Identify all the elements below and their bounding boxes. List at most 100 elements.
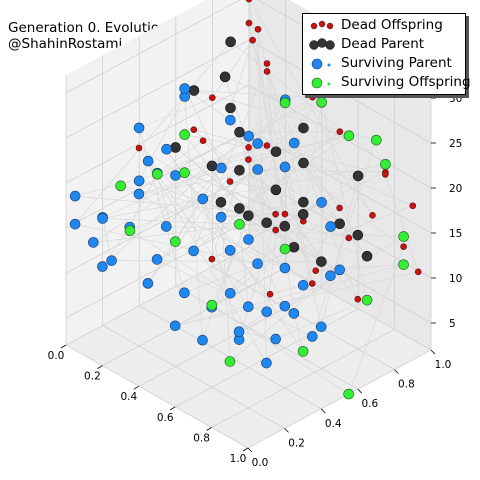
connector-line bbox=[75, 223, 258, 265]
point-surviving-parent bbox=[325, 221, 336, 232]
connector-line bbox=[239, 170, 317, 271]
legend-label: Dead Parent bbox=[341, 36, 425, 52]
x-tick-mark bbox=[169, 406, 176, 411]
point-dead-parent bbox=[279, 220, 291, 232]
x-tick-mark bbox=[97, 365, 103, 369]
point-surviving-offspring bbox=[380, 159, 391, 170]
connector-line bbox=[193, 63, 268, 252]
connector-line bbox=[184, 134, 286, 269]
point-surviving-parent bbox=[133, 188, 145, 200]
x-tick-mark bbox=[242, 447, 249, 452]
point-surviving-parent bbox=[215, 211, 227, 223]
connector-line bbox=[275, 299, 368, 340]
point-surviving-parent bbox=[325, 270, 336, 282]
point-dead-offspring bbox=[263, 68, 271, 75]
connector-line bbox=[320, 175, 359, 327]
point-surviving-parent bbox=[188, 245, 199, 257]
point-surviving-offspring bbox=[224, 356, 236, 367]
point-surviving-parent bbox=[161, 143, 172, 155]
point-dead-parent bbox=[243, 210, 254, 221]
point-dead-parent bbox=[297, 209, 309, 220]
point-surviving-parent bbox=[252, 138, 264, 149]
point-dead-offspring bbox=[190, 126, 198, 133]
grid-line-z bbox=[65, 0, 241, 94]
point-surviving-parent bbox=[69, 218, 81, 230]
legend-marker-surviving-parent bbox=[311, 58, 331, 70]
point-surviving-offspring bbox=[279, 243, 291, 255]
connector-line bbox=[147, 160, 258, 264]
point-dead-parent bbox=[225, 102, 236, 114]
point-dead-parent bbox=[270, 184, 282, 196]
y-tick-label: 0.6 bbox=[361, 398, 378, 410]
connector-line bbox=[157, 140, 204, 174]
connector-line bbox=[238, 331, 276, 340]
point-dead-parent bbox=[298, 196, 309, 208]
legend-marker-dead-offspring bbox=[310, 20, 334, 30]
data-points bbox=[69, 0, 422, 400]
point-surviving-parent bbox=[170, 170, 181, 181]
connector-line bbox=[193, 129, 277, 153]
point-dead-offspring bbox=[336, 204, 343, 212]
z-tick-label: 5 bbox=[449, 318, 456, 330]
x-tick-label: 0.8 bbox=[193, 432, 210, 444]
point-dead-parent bbox=[234, 165, 245, 176]
point-dead-parent bbox=[361, 250, 373, 262]
connector-line bbox=[239, 131, 340, 133]
point-surviving-parent bbox=[316, 197, 327, 208]
legend-item-dead-offspring: Dead Offspring bbox=[303, 16, 465, 36]
connector-line bbox=[147, 167, 222, 284]
connector-line bbox=[229, 250, 271, 295]
point-surviving-offspring bbox=[316, 97, 327, 108]
connector-line bbox=[257, 169, 386, 173]
point-surviving-parent bbox=[288, 308, 300, 319]
point-dead-offspring bbox=[354, 295, 362, 303]
connector-line bbox=[138, 127, 185, 293]
z-tick-label: 20 bbox=[449, 183, 462, 195]
z-tick-label: 15 bbox=[449, 228, 462, 240]
point-dead-parent bbox=[219, 71, 231, 83]
point-surviving-parent bbox=[297, 279, 309, 291]
point-dead-offspring bbox=[199, 137, 207, 144]
grid-line-z bbox=[65, 219, 250, 319]
connector-line bbox=[302, 226, 331, 286]
connector-line bbox=[129, 230, 231, 294]
grid-line-x bbox=[211, 329, 395, 428]
point-surviving-parent bbox=[197, 334, 208, 346]
point-dead-parent bbox=[261, 217, 273, 229]
legend-marker-dead-parent bbox=[309, 38, 335, 50]
connector-line bbox=[238, 311, 267, 332]
connector-line bbox=[284, 248, 295, 314]
x-tick-label: 1.0 bbox=[230, 453, 247, 465]
point-dead-offspring bbox=[308, 280, 316, 287]
point-dead-parent bbox=[352, 170, 364, 182]
point-dead-offspring bbox=[382, 171, 389, 178]
point-dead-parent bbox=[316, 256, 327, 267]
point-surviving-parent bbox=[142, 155, 154, 167]
point-dead-offspring bbox=[309, 93, 316, 101]
legend-label: Surviving Parent bbox=[341, 55, 452, 71]
point-surviving-parent bbox=[279, 161, 291, 173]
point-surviving-offspring bbox=[398, 231, 409, 242]
point-surviving-parent bbox=[69, 190, 81, 202]
connector-line bbox=[224, 76, 286, 104]
connector-line bbox=[239, 224, 249, 307]
grid-line-x bbox=[102, 267, 286, 366]
point-surviving-parent bbox=[197, 193, 209, 205]
connector-line bbox=[311, 140, 377, 337]
connector-line bbox=[166, 226, 404, 237]
y-tick-label: 0.4 bbox=[325, 418, 342, 430]
connector-line bbox=[147, 160, 249, 307]
z-tick-label: 10 bbox=[449, 273, 462, 285]
axis-ticks: 0.0 0.2 0.4 0.6 0.8 1.0 0.0 0.2 0.4 0.6 0.8 1.0 5 10 1… bbox=[48, 93, 463, 469]
connector-line bbox=[230, 40, 253, 109]
point-surviving-offspring bbox=[152, 168, 163, 180]
point-surviving-parent bbox=[97, 261, 108, 272]
point-dead-offspring bbox=[245, 156, 252, 163]
point-surviving-offspring bbox=[179, 129, 190, 140]
x-tick-label: 0.2 bbox=[84, 371, 101, 383]
point-dead-offspring bbox=[135, 144, 143, 152]
point-surviving-parent bbox=[151, 254, 163, 265]
point-surviving-parent bbox=[216, 162, 227, 174]
connector-line bbox=[102, 99, 286, 267]
